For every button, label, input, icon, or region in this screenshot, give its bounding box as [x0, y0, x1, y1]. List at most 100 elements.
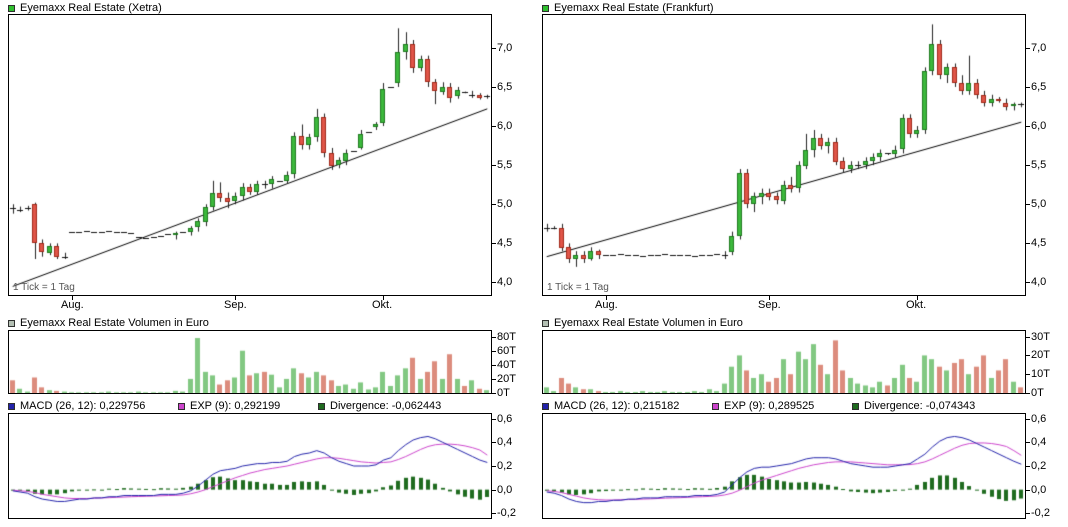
tick-interval-note: 1 Tick = 1 Tag: [13, 282, 75, 293]
y-axis-label: -0,2: [1031, 507, 1050, 519]
macd-chart-canvas[interactable]: [9, 414, 491, 518]
macd-series-icon: [542, 402, 549, 410]
macd-plot: [8, 413, 492, 519]
y-axis-tick: [492, 513, 496, 514]
volume-plot: [8, 330, 492, 394]
y-axis-label: 6,0: [497, 120, 513, 132]
y-axis-tick: [492, 87, 496, 88]
x-axis-month-label: Aug.: [61, 299, 84, 311]
y-axis-tick: [1026, 204, 1030, 205]
y-axis-tick: [492, 48, 496, 49]
y-axis-tick: [1026, 126, 1030, 127]
y-axis-tick: [1026, 282, 1030, 283]
y-axis-label: 5,0: [497, 198, 513, 210]
divergence-legend-label: Divergence: -0,074343: [864, 400, 976, 412]
y-axis-tick: [492, 351, 496, 352]
volume-chart-title: Eyemaxx Real Estate Volumen in Euro: [20, 317, 209, 329]
chart-column-xetra: Eyemaxx Real Estate (Xetra) 1 Tick = 1 T…: [8, 2, 516, 519]
y-axis-label: 0T: [1031, 387, 1044, 399]
y-axis-label: 7,0: [497, 42, 513, 54]
y-axis-tick: [1026, 490, 1030, 491]
macd-chart-canvas[interactable]: [543, 414, 1025, 518]
x-axis-tick: [606, 296, 607, 300]
price-chart-canvas[interactable]: [9, 15, 491, 295]
y-axis-tick: [1026, 393, 1030, 394]
y-axis-label: 80T: [497, 331, 516, 343]
y-axis-label: 0,4: [497, 436, 513, 448]
y-axis-label: 6,5: [497, 81, 513, 93]
volume-series-icon: [542, 319, 549, 327]
macd-legend-label: MACD (26, 12): 0,229756: [20, 400, 146, 412]
price-chart-header: Eyemaxx Real Estate (Xetra): [8, 2, 162, 14]
y-axis-label: -0,2: [497, 507, 516, 519]
x-axis-month-label: Sep.: [758, 299, 781, 311]
y-axis-tick: [492, 337, 496, 338]
exp-legend-label: EXP (9): 0,292199: [190, 400, 281, 412]
y-axis-label: 60T: [497, 345, 516, 357]
x-axis-tick: [769, 296, 770, 300]
y-axis-label: 0,6: [1031, 413, 1047, 425]
divergence-series-icon: [852, 402, 859, 410]
y-axis-label: 0,2: [1031, 460, 1047, 472]
exp-legend-label: EXP (9): 0,289525: [724, 400, 815, 412]
y-axis-tick: [1026, 419, 1030, 420]
y-axis-tick: [1026, 374, 1030, 375]
y-axis-tick: [492, 419, 496, 420]
y-axis-tick: [1026, 48, 1030, 49]
y-axis-tick: [1026, 442, 1030, 443]
y-axis-tick: [1026, 466, 1030, 467]
y-axis-tick: [492, 282, 496, 283]
y-axis-label: 0,4: [1031, 436, 1047, 448]
macd-series-icon: [8, 402, 15, 410]
x-axis-month-label: Okt.: [906, 299, 927, 311]
price-plot: 1 Tick = 1 Tag: [8, 14, 492, 296]
volume-chart-canvas[interactable]: [9, 331, 491, 393]
y-axis-tick: [492, 204, 496, 205]
y-axis-label: 30T: [1031, 331, 1050, 343]
exp-legend-item: EXP (9): 0,292199: [178, 400, 280, 412]
y-axis-label: 4,5: [497, 237, 513, 249]
y-axis-tick: [492, 126, 496, 127]
y-axis-label: 4,0: [497, 276, 513, 288]
price-plot: 1 Tick = 1 Tag: [542, 14, 1026, 296]
y-axis-label: 0,0: [1031, 484, 1047, 496]
volume-chart-canvas[interactable]: [543, 331, 1025, 393]
x-axis-tick: [917, 296, 918, 300]
y-axis-tick: [492, 466, 496, 467]
y-axis-label: 0,2: [497, 460, 513, 472]
exp-series-icon: [178, 402, 185, 410]
y-axis-label: 0T: [497, 387, 510, 399]
y-axis-tick: [492, 365, 496, 366]
y-axis-tick: [492, 379, 496, 380]
macd-plot: [542, 413, 1026, 519]
price-series-icon: [8, 4, 15, 12]
volume-chart-header: Eyemaxx Real Estate Volumen in Euro: [8, 317, 209, 329]
y-axis-tick: [1026, 243, 1030, 244]
volume-chart-header: Eyemaxx Real Estate Volumen in Euro: [542, 317, 743, 329]
y-axis-tick: [1026, 165, 1030, 166]
x-axis-month-label: Okt.: [372, 299, 393, 311]
volume-plot: [542, 330, 1026, 394]
y-axis-label: 0,6: [497, 413, 513, 425]
volume-chart-title: Eyemaxx Real Estate Volumen in Euro: [554, 317, 743, 329]
divergence-legend-label: Divergence: -0,062443: [330, 400, 442, 412]
y-axis-label: 5,0: [1031, 198, 1047, 210]
y-axis-tick: [1026, 355, 1030, 356]
price-chart-title: Eyemaxx Real Estate (Frankfurt): [554, 2, 714, 14]
y-axis-label: 20T: [1031, 349, 1050, 361]
macd-legend-item: MACD (26, 12): 0,215182: [542, 400, 679, 412]
y-axis-label: 6,0: [1031, 120, 1047, 132]
macd-legend-label: MACD (26, 12): 0,215182: [554, 400, 680, 412]
y-axis-label: 6,5: [1031, 81, 1047, 93]
y-axis-tick: [492, 393, 496, 394]
exp-series-icon: [712, 402, 719, 410]
y-axis-label: 4,0: [1031, 276, 1047, 288]
price-chart-header: Eyemaxx Real Estate (Frankfurt): [542, 2, 714, 14]
price-chart-title: Eyemaxx Real Estate (Xetra): [20, 2, 162, 14]
x-axis-tick: [235, 296, 236, 300]
x-axis-tick: [72, 296, 73, 300]
y-axis-label: 7,0: [1031, 42, 1047, 54]
y-axis-tick: [1026, 337, 1030, 338]
price-chart-canvas[interactable]: [543, 15, 1025, 295]
